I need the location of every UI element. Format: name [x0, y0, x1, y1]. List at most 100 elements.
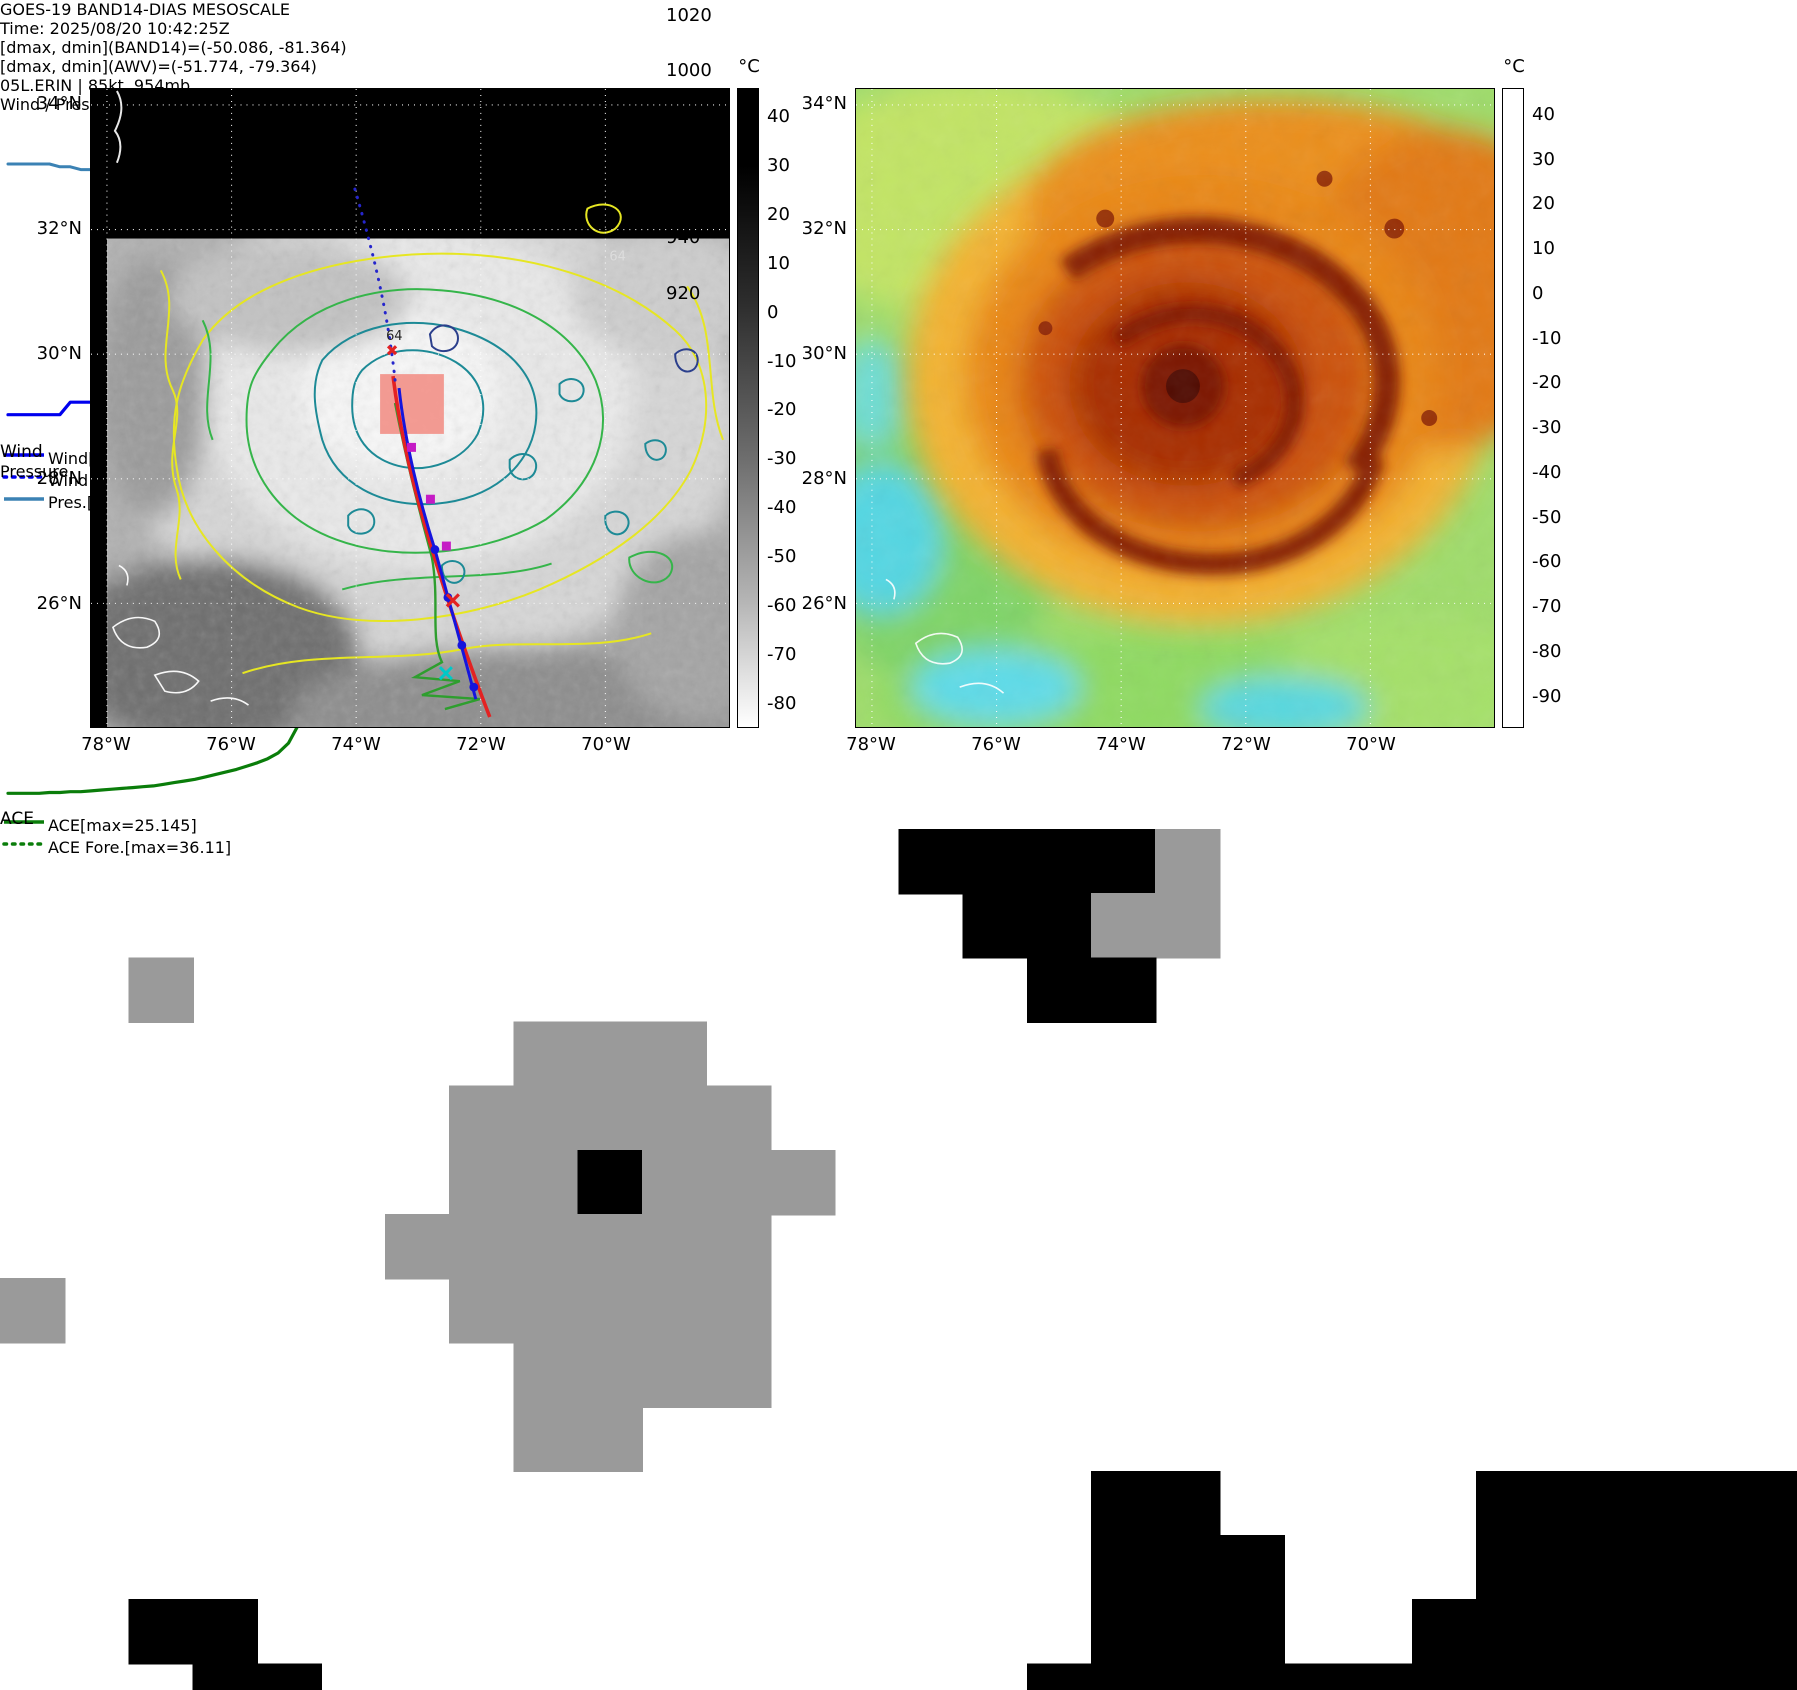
legend-item-label: ACE[max=25.145]: [48, 816, 197, 835]
temperature-contours: [159, 203, 724, 675]
band14-satellite-map: 64 64 AMSU Locations [NOAAMC/0213Z 117 9…: [90, 88, 730, 728]
colorbar-tick-label: -10: [767, 350, 797, 372]
axis-tick-label: 980: [666, 115, 701, 137]
colorbar-tick-label: -80: [767, 692, 797, 714]
colorbar-tick-label: -40: [767, 497, 797, 519]
wind-axis-label: Wind: [0, 442, 43, 462]
mesoscale-target-box: [380, 374, 444, 434]
lat-tick-label: 30°N: [36, 343, 82, 364]
contour-navy: [428, 324, 699, 373]
wmg-mask-image: [0, 829, 1797, 1690]
amsu-archer-markers: [407, 442, 451, 551]
axis-tick-label: 940: [666, 227, 701, 249]
axis-tick-label: 1000: [666, 60, 712, 82]
contour-label: 64: [386, 329, 402, 344]
enhanced-ir-imagery: [856, 89, 1494, 727]
lat-tick-label: 34°N: [36, 93, 82, 114]
dmax-dmin-awv: [dmax, dmin](AWV)=(-51.774, -79.364): [0, 57, 317, 76]
dotted-line-icon: [2, 475, 46, 479]
grayscale-colorbar: [737, 88, 759, 728]
longitude-axis: 78°W 76°W 74°W 72°W 70°W: [846, 734, 1495, 758]
colorbar-tick-label: 20: [767, 204, 790, 226]
legend-item: ACE[max=25.145]: [0, 813, 660, 835]
colorbar-tick-label: -50: [1532, 506, 1562, 528]
wmg-mask-panel: WMG Count: 0: [0, 829, 1797, 1690]
dotted-line-icon: [2, 842, 46, 846]
enhanced-ir-colorbar: [1502, 88, 1524, 728]
colorbar-tick-label: 40: [767, 106, 790, 128]
colorbar-tick-label: 0: [767, 301, 779, 323]
colorbar-tick-label: -30: [1532, 417, 1562, 439]
colorbar-tick-label: -20: [1532, 372, 1562, 394]
ace-legend: ACE[max=25.145] ACE Fore.[max=36.11]: [0, 813, 660, 857]
colorbar-tick-label: -40: [1532, 461, 1562, 483]
colorbar-tick-label: 30: [767, 155, 790, 177]
coastline: [113, 90, 123, 164]
colorbar-tick-label: 10: [767, 252, 790, 274]
axis-tick-label: 920: [666, 282, 701, 304]
enhanced-ir-map: [855, 88, 1495, 728]
pressure-axis-label: Pressure: [0, 462, 69, 481]
lon-tick-label: 78°W: [846, 734, 896, 755]
colorbar-tick-label: 30: [1532, 148, 1555, 170]
lon-tick-label: 78°W: [81, 734, 131, 755]
colorbar-unit-label: °C: [738, 56, 760, 77]
lon-tick-label: 74°W: [331, 734, 381, 755]
lon-tick-label: 72°W: [1221, 734, 1271, 755]
colorbar-unit-label: °C: [1503, 56, 1525, 77]
contour-green: [201, 288, 673, 591]
colorbar-ticks: 40 30 20 10 0 -10 -20 -30 -40 -50 -60 -70 -80: [761, 88, 817, 728]
lon-tick-label: 70°W: [1346, 734, 1396, 755]
axis-tick-label: 1020: [666, 4, 712, 26]
band14-imagery: 64 64: [91, 89, 729, 727]
colorbar-tick-label: -20: [767, 399, 797, 421]
solid-line-icon: [4, 820, 44, 824]
ir-cloud-field: [106, 238, 729, 727]
lon-tick-label: 76°W: [971, 734, 1021, 755]
colorbar-tick-label: -60: [767, 594, 797, 616]
goes-title: GOES-19 BAND14-DIAS MESOSCALE: [0, 0, 291, 19]
coastline: [111, 564, 249, 706]
colorbar-tick-label: 20: [1532, 193, 1555, 215]
legend-item-label: ACE Fore.[max=36.11]: [48, 838, 232, 857]
longitude-axis: 78°W 76°W 74°W 72°W 70°W: [81, 734, 730, 758]
goes-timestamp: Time: 2025/08/20 10:42:25Z: [0, 19, 230, 38]
colorbar-tick-label: -70: [767, 643, 797, 665]
lat-tick-label: 32°N: [801, 218, 847, 239]
lon-tick-label: 76°W: [206, 734, 256, 755]
satcon-x-marker: [438, 666, 453, 681]
latitude-axis: 34°N 32°N 30°N 28°N 26°N: [795, 88, 851, 728]
colorbar-tick-label: 40: [1532, 103, 1555, 125]
lon-tick-label: 70°W: [581, 734, 631, 755]
colorbar-tick-label: 10: [1532, 238, 1555, 260]
lat-tick-label: 30°N: [801, 343, 847, 364]
colorbar-tick-label: 0: [1532, 282, 1544, 304]
lat-tick-label: 28°N: [801, 468, 847, 489]
colorbar-ticks: 40 30 20 10 0 -10 -20 -30 -40 -50 -60 -70 -80 -90: [1526, 88, 1586, 728]
floater-locater-line: [391, 375, 492, 718]
coastline: [885, 578, 1005, 694]
target-x-markers: [386, 345, 460, 608]
colorbar-tick-label: -10: [1532, 327, 1562, 349]
colorbar-tick-label: -50: [767, 546, 797, 567]
panel1-title: GOES-19 BAND14-DIAS MESOSCALE Time: 2025…: [0, 0, 1797, 38]
dmax-dmin-band14: [dmax, dmin](BAND14)=(-50.086, -81.364): [0, 38, 347, 57]
lat-tick-label: 26°N: [36, 593, 82, 614]
contour-label: 64: [609, 249, 625, 264]
lat-tick-label: 32°N: [36, 218, 82, 239]
solid-line-icon: [4, 453, 44, 457]
lat-tick-label: 26°N: [801, 593, 847, 614]
lat-tick-label: 34°N: [801, 93, 847, 114]
axis-tick-label: 960: [666, 171, 701, 193]
legend-item: ACE Fore.[max=36.11]: [0, 835, 660, 857]
latitude-axis: 34°N 32°N 30°N 28°N 26°N: [30, 88, 86, 728]
lat-tick-label: 28°N: [36, 468, 82, 489]
colorbar-tick-label: -90: [1532, 685, 1562, 707]
solid-line-icon: [4, 497, 44, 501]
lon-tick-label: 72°W: [456, 734, 506, 755]
lon-tick-label: 74°W: [1096, 734, 1146, 755]
colorbar-tick-label: -80: [1532, 640, 1562, 662]
contour-teal: [313, 321, 667, 584]
ace-axis-label: ACE: [0, 809, 34, 829]
